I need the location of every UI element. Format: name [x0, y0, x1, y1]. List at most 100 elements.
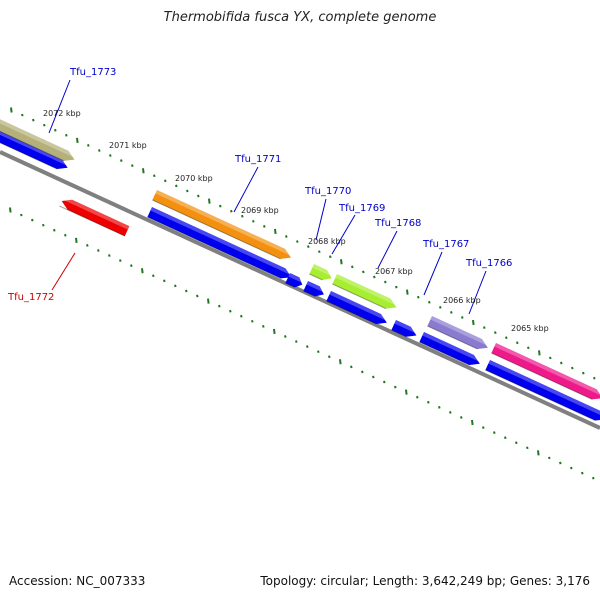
kbp-labels: 2072 kbp 2071 kbp 2070 kbp 2069 kbp 2068… [43, 109, 549, 333]
cds-tfu-1773[interactable] [0, 126, 70, 173]
outer-tick-21 [241, 214, 244, 218]
outer-tick-20 [230, 209, 233, 213]
kbp-label-2068: 2068 kbp [308, 237, 346, 246]
outer-tick-43 [483, 326, 486, 329]
gene-label-tfu-1769[interactable]: Tfu_1769 [338, 203, 385, 214]
inner-tick-6 [75, 237, 78, 243]
leader-tfu-1766 [468, 270, 487, 315]
outer-tick-4 [54, 128, 57, 132]
outer-tick-6 [76, 137, 79, 143]
inner-tick-row [9, 207, 595, 480]
gene-label-tfu-1772[interactable]: Tfu_1772 [7, 292, 54, 303]
inner-tick-5 [64, 233, 67, 237]
gene-label-tfu-1767[interactable]: Tfu_1767 [422, 239, 469, 250]
inner-tick-9 [108, 254, 111, 257]
cds-tfu-1767-b[interactable] [419, 332, 482, 369]
outer-tick-14 [164, 179, 167, 183]
outer-tick-38 [428, 300, 431, 304]
gene-tfu-1771[interactable] [152, 190, 293, 263]
inner-tick-52 [581, 471, 584, 475]
outer-tick-36 [406, 289, 409, 295]
cds-tfu-1770[interactable] [285, 273, 304, 290]
inner-tick-0 [9, 207, 12, 213]
inner-tick-18 [207, 298, 210, 304]
outer-tick-3 [43, 123, 46, 127]
cds-tfu-1768[interactable] [326, 291, 389, 328]
outer-tick-9 [109, 154, 112, 157]
outer-tick-7 [87, 144, 90, 147]
inner-tick-8 [97, 249, 100, 252]
inner-tick-45 [504, 436, 507, 440]
inner-tick-3 [42, 223, 45, 227]
outer-tick-45 [505, 336, 508, 340]
inner-tick-19 [218, 304, 221, 308]
gene-label-tfu-1773[interactable]: Tfu_1773 [69, 67, 116, 78]
inner-tick-32 [361, 370, 364, 374]
inner-tick-46 [515, 441, 518, 445]
gene-label-tfu-1766[interactable]: Tfu_1766 [465, 258, 512, 269]
inner-tick-22 [251, 319, 254, 323]
outer-tick-37 [417, 295, 420, 299]
inner-tick-44 [493, 431, 496, 435]
gene-tfu-1770[interactable] [309, 264, 334, 283]
inner-tick-42 [471, 419, 474, 426]
gene-label-tfu-1770[interactable]: Tfu_1770 [304, 186, 351, 197]
gene-tfu-1773[interactable] [0, 117, 77, 165]
leader-tfu-1768 [377, 230, 398, 269]
cds-tfu-1771[interactable] [147, 207, 293, 282]
gene-tfu-1767[interactable] [427, 316, 490, 353]
outer-tick-53 [593, 376, 596, 380]
inner-tick-39 [438, 405, 441, 409]
inner-tick-43 [482, 426, 485, 429]
cds-tfu-1766[interactable] [485, 360, 600, 424]
inner-tick-11 [130, 264, 133, 268]
outer-tick-2 [32, 118, 35, 122]
outer-tick-50 [560, 361, 563, 365]
kbp-label-2067: 2067 kbp [375, 267, 413, 276]
outer-tick-48 [538, 350, 541, 356]
outer-tick-22 [252, 219, 255, 223]
accession-text: Accession: NC_007333 [9, 574, 146, 588]
inner-tick-53 [592, 476, 595, 480]
genome-summary-text: Topology: circular; Length: 3,642,249 bp… [260, 574, 590, 588]
gene-tfu-1769-1768[interactable] [332, 274, 398, 312]
inner-tick-17 [196, 294, 199, 298]
inner-tick-51 [570, 466, 573, 470]
outer-tick-28 [318, 250, 321, 254]
inner-tick-41 [460, 416, 463, 419]
inner-tick-24 [273, 328, 276, 335]
outer-tick-42 [472, 319, 475, 326]
outer-tick-41 [461, 316, 464, 319]
inner-tick-1 [20, 213, 23, 217]
inner-tick-33 [372, 375, 375, 379]
inner-tick-49 [548, 456, 551, 460]
outer-tick-30 [340, 259, 343, 265]
inner-tick-2 [31, 218, 34, 222]
outer-tick-49 [549, 356, 552, 360]
outer-tick-16 [186, 189, 189, 193]
inner-tick-47 [526, 446, 529, 450]
gene-label-tfu-1771[interactable]: Tfu_1771 [234, 154, 281, 165]
outer-tick-52 [582, 371, 585, 375]
inner-tick-23 [262, 325, 265, 328]
gene-tfu-1772[interactable] [59, 196, 130, 237]
outer-tick-5 [65, 133, 68, 137]
inner-tick-48 [537, 450, 540, 456]
kbp-label-2072: 2072 kbp [43, 109, 81, 118]
outer-tick-19 [219, 204, 222, 208]
outer-tick-27 [307, 245, 310, 248]
kbp-label-2069: 2069 kbp [241, 206, 279, 215]
outer-tick-12 [142, 168, 145, 174]
outer-tick-18 [208, 198, 211, 204]
inner-tick-37 [416, 395, 419, 399]
inner-tick-50 [559, 461, 562, 465]
gene-label-tfu-1768[interactable]: Tfu_1768 [374, 218, 421, 229]
outer-tick-39 [439, 305, 442, 309]
gene-tfu-1766[interactable] [491, 343, 600, 403]
inner-tick-27 [306, 345, 309, 348]
cds-tfu-1769[interactable] [303, 281, 326, 299]
cds-row [0, 126, 600, 424]
cds-tfu-1767-a[interactable] [391, 320, 418, 340]
genome-backbone [0, 150, 600, 430]
